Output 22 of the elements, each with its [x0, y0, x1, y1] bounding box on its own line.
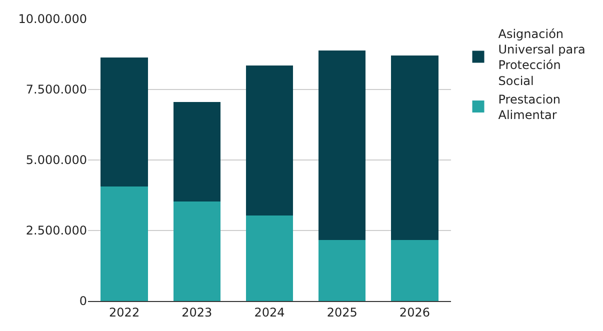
bar	[318, 240, 366, 301]
x-tick-label: 2024	[254, 305, 285, 320]
x-tick-label: 2023	[182, 305, 212, 320]
bar	[246, 216, 294, 301]
x-tick-label: 2026	[399, 305, 430, 320]
bar	[391, 56, 438, 240]
y-tick-label: 10.000.000	[18, 12, 87, 26]
bar	[391, 240, 438, 301]
bar	[318, 50, 366, 240]
x-tick-label: 2022	[109, 305, 140, 320]
y-tick-label: 2.500.000	[26, 224, 87, 238]
bar	[173, 102, 220, 202]
y-tick-label: 7.500.000	[26, 82, 87, 97]
legend-label: Prestacion Alimentar	[498, 92, 561, 122]
bar	[173, 201, 220, 301]
bar	[100, 58, 148, 187]
bar	[246, 66, 294, 216]
bar	[100, 186, 148, 301]
y-tick-label: 5.000.000	[26, 153, 87, 168]
x-tick-label: 2025	[326, 305, 358, 320]
legend-label: Asignación Universal para Protección Social	[498, 26, 586, 88]
y-tick-label: 0	[79, 294, 87, 308]
